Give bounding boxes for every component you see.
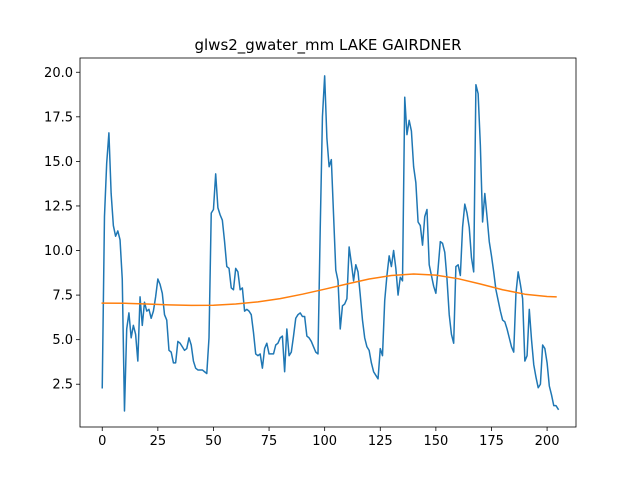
x-tick-label: 175: [479, 434, 504, 449]
y-tick-label: 5.0: [52, 333, 73, 348]
y-tick-label: 10.0: [44, 244, 73, 259]
y-tick-label: 12.5: [44, 199, 73, 214]
y-tick-label: 7.5: [52, 289, 73, 304]
y-tick-label: 2.5: [52, 378, 73, 393]
x-tick-label: 100: [312, 434, 337, 449]
axes-layer: 0 25 50 75 100 125 150 175 200 2.5 5.0 7.5 10.0 12.5 1…: [44, 57, 577, 449]
plot-frame: [79, 57, 577, 428]
y-tick-label: 15.0: [44, 155, 73, 170]
chart-title: glws2_gwater_mm LAKE GAIRDNER: [194, 36, 461, 55]
x-tick-label: 50: [205, 434, 222, 449]
series-line-1: [101, 75, 560, 412]
y-tick-label: 17.5: [44, 110, 73, 125]
x-tick-label: 75: [261, 434, 278, 449]
x-tick-label: 25: [150, 434, 167, 449]
series-layer: [101, 75, 560, 412]
x-tick-label: 0: [98, 434, 106, 449]
series-line-2: [101, 273, 557, 307]
y-tick-label: 20.0: [44, 66, 73, 81]
x-tick-label: 200: [535, 434, 560, 449]
x-tick-label: 125: [368, 434, 393, 449]
x-tick-label: 150: [423, 434, 448, 449]
